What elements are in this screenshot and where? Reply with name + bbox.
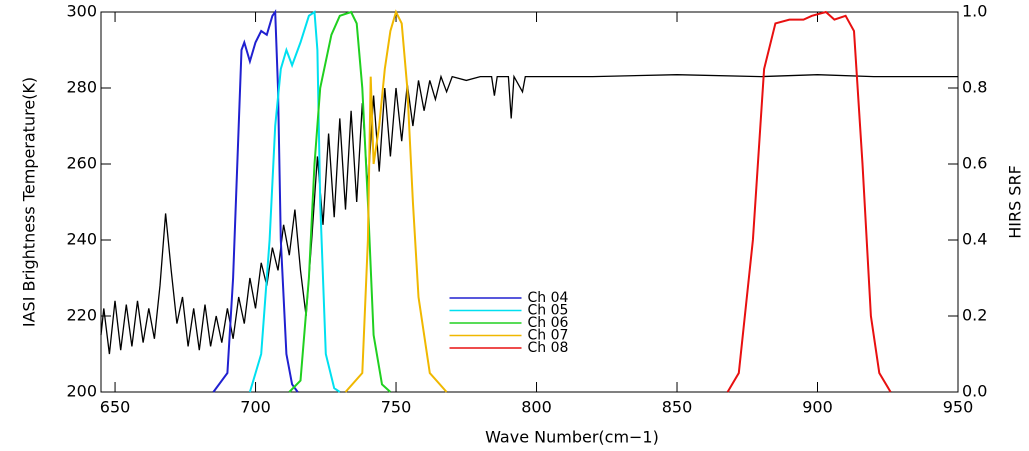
data-line	[100, 74, 958, 355]
legend-label: Ch 07	[528, 328, 569, 344]
legend-label: Ch 05	[528, 303, 569, 319]
y2-tick-label: 0.6	[962, 154, 987, 173]
y-tick-label: 220	[66, 306, 97, 325]
legend-label: Ch 06	[528, 315, 569, 331]
y2-tick-label: 0.0	[962, 382, 987, 401]
x-tick-label: 650	[100, 398, 131, 417]
plot-frame	[100, 11, 959, 393]
x-tick-label: 850	[662, 398, 693, 417]
data-line	[212, 9, 299, 393]
x-tick-label: 750	[381, 398, 412, 417]
y2-tick-label: 0.4	[962, 230, 987, 249]
legend-label: Ch 08	[528, 340, 569, 356]
x-tick-label: 700	[240, 398, 271, 417]
y-tick-label: 280	[66, 78, 97, 97]
y2-tick-label: 0.2	[962, 306, 987, 325]
y-tick-label: 200	[66, 382, 97, 401]
y-tick-label: 260	[66, 154, 97, 173]
y-tick-label: 240	[66, 230, 97, 249]
y2-tick-label: 0.8	[962, 78, 987, 97]
data-line	[288, 10, 392, 393]
x-tick-label: 800	[521, 398, 552, 417]
y-axis-label: IASI Brightness Temperature(K)	[20, 77, 39, 327]
x-axis-label: Wave Number(cm−1)	[485, 428, 659, 447]
legend-label: Ch 04	[528, 290, 569, 306]
data-line	[726, 10, 892, 393]
y2-tick-label: 1.0	[962, 2, 987, 21]
y-tick-label: 300	[66, 2, 97, 21]
data-line	[248, 10, 341, 393]
data-line	[344, 9, 448, 393]
x-tick-label: 950	[943, 398, 974, 417]
x-tick-label: 900	[802, 398, 833, 417]
y2-axis-label: HIRS SRF	[1006, 165, 1025, 239]
